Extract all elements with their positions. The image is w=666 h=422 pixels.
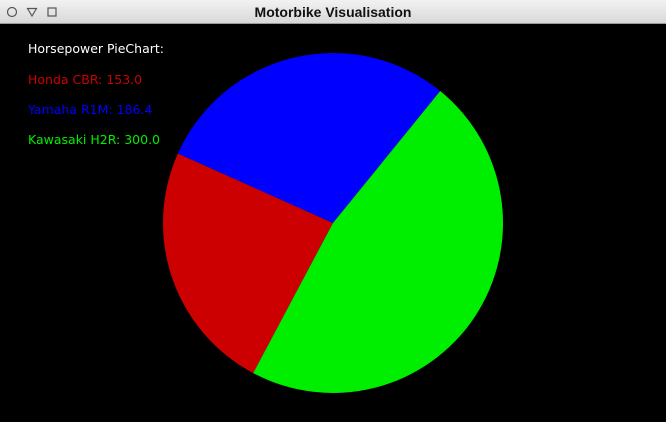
legend-honda: Honda CBR: 153.0 bbox=[28, 72, 143, 87]
minimize-icon[interactable] bbox=[26, 6, 38, 18]
pie-chart bbox=[163, 53, 503, 394]
pie-slice-yamaha-r1m bbox=[177, 53, 441, 224]
chart-title: Horsepower PieChart: bbox=[28, 41, 164, 56]
legend-kawasaki: Kawasaki H2R: 300.0 bbox=[28, 132, 161, 147]
window-title: Motorbike Visualisation bbox=[254, 4, 412, 20]
window-titlebar: Motorbike Visualisation bbox=[0, 0, 666, 24]
maximize-icon[interactable] bbox=[46, 6, 58, 18]
chart-canvas: Horsepower PieChart: Honda CBR: 153.0 Ya… bbox=[0, 24, 666, 422]
close-icon[interactable] bbox=[6, 6, 18, 18]
pie-slice-kawasaki-h2r bbox=[253, 91, 503, 394]
pie-slice-honda-cbr bbox=[163, 153, 333, 374]
legend-yamaha: Yamaha R1M: 186.4 bbox=[28, 102, 153, 117]
